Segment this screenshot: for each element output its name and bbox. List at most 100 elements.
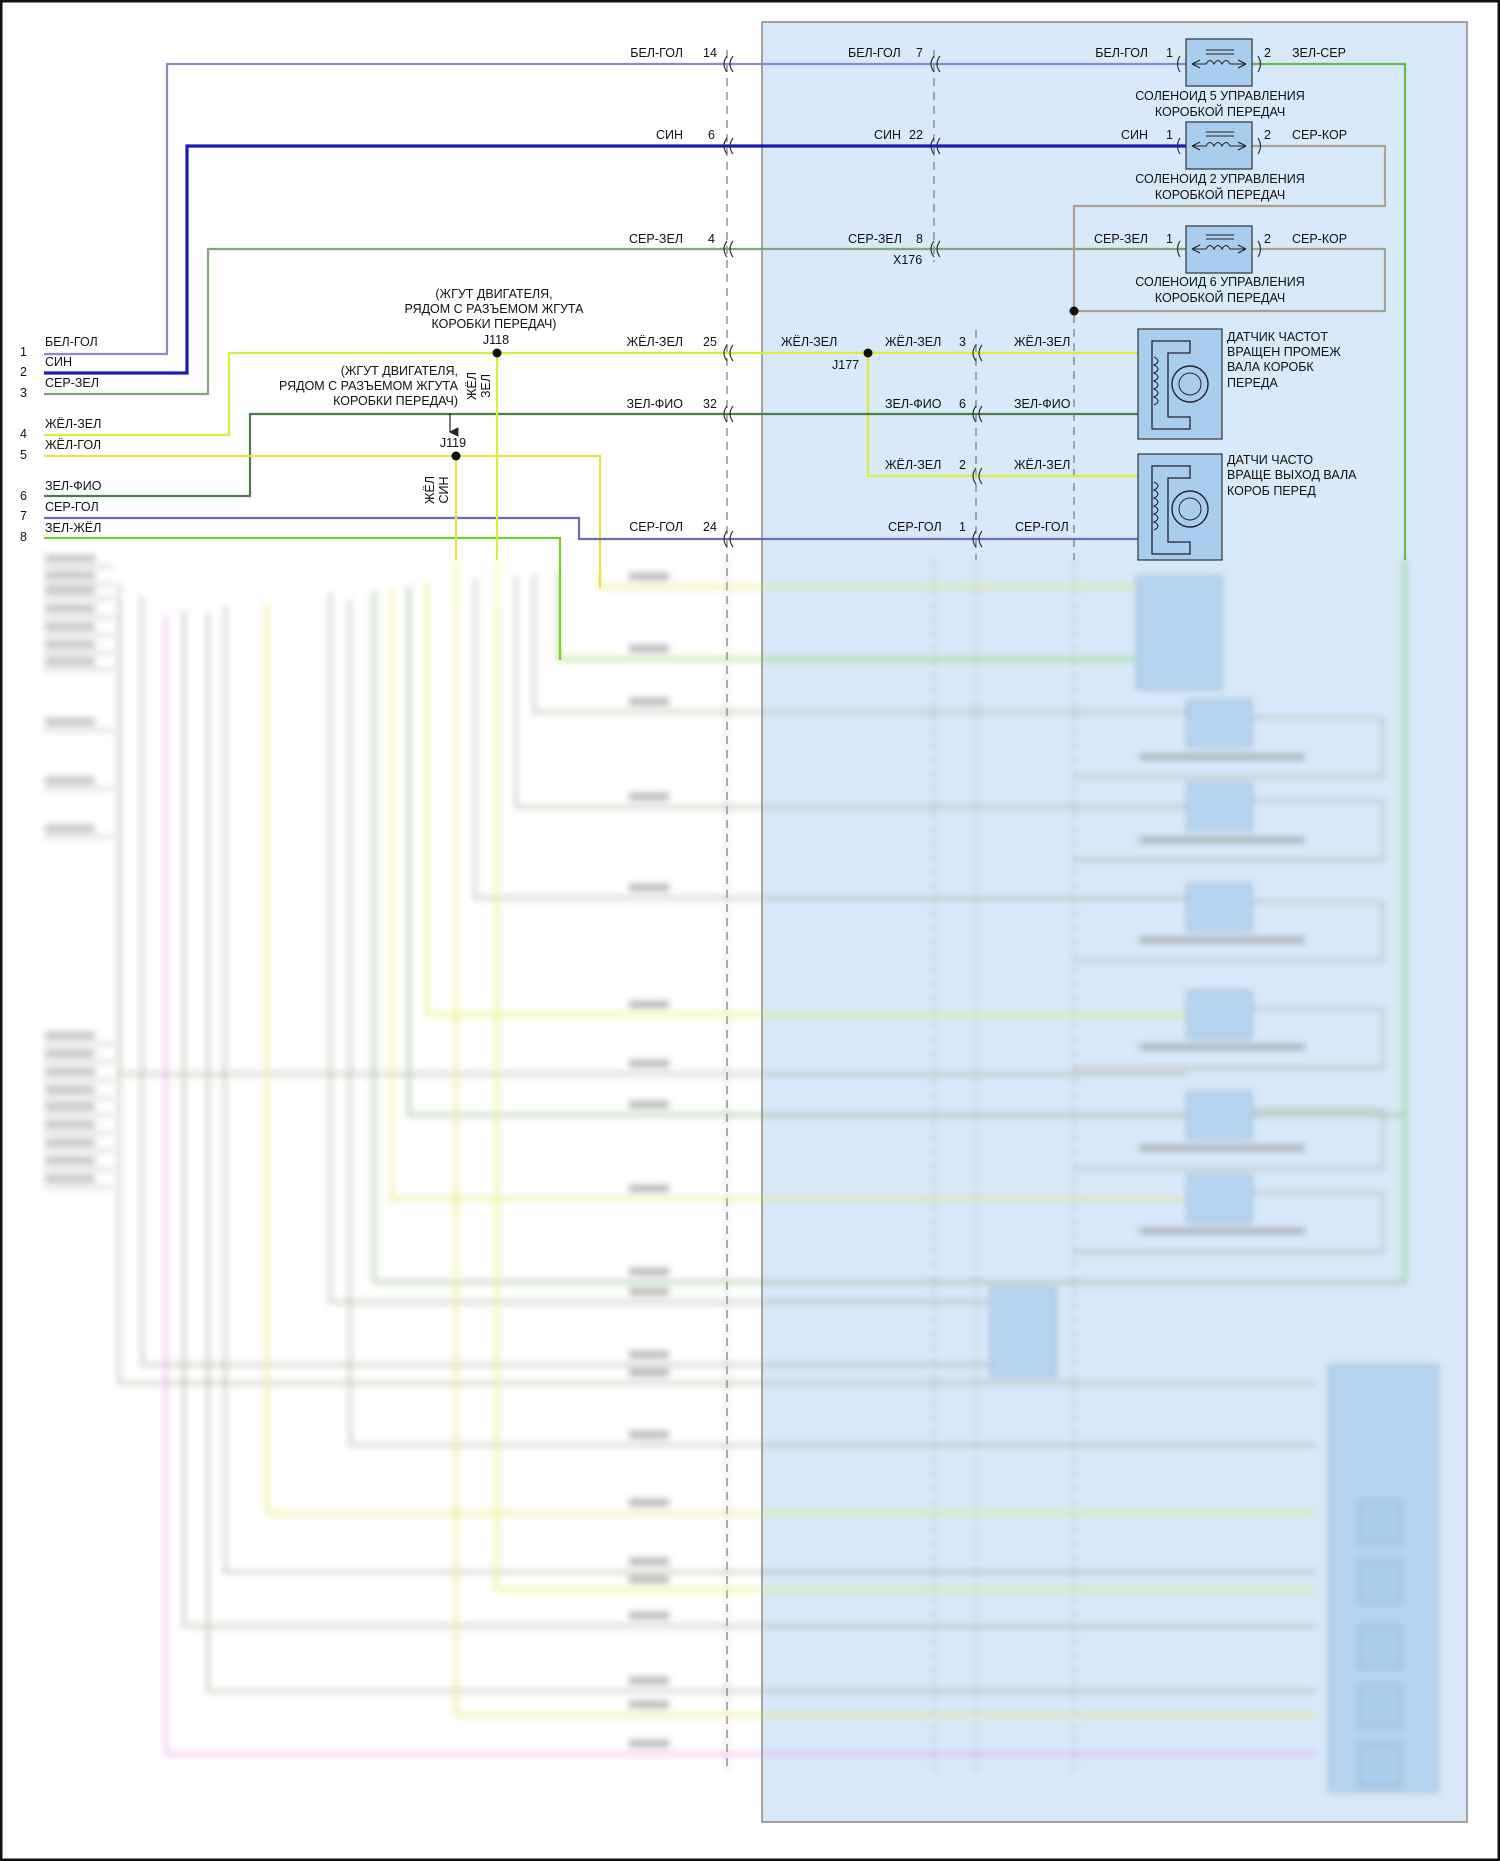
connector-terminal-icon [978,344,983,362]
wire-label-blurred [629,1558,669,1565]
pin-number: 4 [708,232,715,246]
pin-label-blurred [45,1086,95,1093]
pin-number: 1 [1166,46,1173,60]
speed-sensor-component[interactable] [1137,453,1223,561]
speed-sensor-component[interactable] [1137,328,1223,440]
wire-ser-kor-6[interactable] [1074,247,1387,313]
solenoid-box [1186,883,1253,932]
wire-zhel-gol[interactable] [44,454,602,588]
j177-wire-label: ЖЁЛ-ЗЕЛ [781,335,837,349]
rotation-arrow-icon [1178,372,1202,396]
connector-terminal-icon [729,137,734,155]
wire-label: СЕР-ГОЛ [1015,520,1069,534]
pin-number: 1 [1166,128,1173,142]
pin-number: 6 [708,128,715,142]
pin-label-blurred [45,555,95,562]
connector-terminal-icon [723,344,728,362]
solenoid-component[interactable] [1176,225,1262,274]
j119-branch-label: СИН [437,476,451,503]
pin-number: 2 [959,458,966,472]
wire-ser-kor-2[interactable] [1072,144,1387,311]
connector-terminal-icon [723,405,728,423]
wire-zel-ser[interactable] [1252,62,1407,560]
wire-ser-gol[interactable] [44,516,1152,541]
wire-label-blurred [629,1612,669,1619]
pin-label-blurred [45,1032,95,1039]
connector-terminal-icon [936,137,941,155]
pin-number: 22 [909,128,923,142]
pin-number: 6 [959,397,966,411]
splice-j118 [492,348,502,358]
pin-label-blurred [45,718,95,725]
wire-bel-gol[interactable] [44,62,1186,356]
connector-terminal-icon [978,405,983,423]
solenoid-component[interactable] [1176,38,1262,87]
pin-number: 3 [20,386,27,400]
pin-number: 2 [1264,46,1271,60]
pin-label-blurred [45,587,95,594]
module-element [1358,1625,1402,1669]
solenoid-caption: КОРОБКОЙ ПЕРЕДАЧ [1155,290,1285,305]
sensor-coil-icon [1152,356,1159,406]
sensor-caption: ПЕРЕДА [1227,376,1278,390]
wire [425,581,1187,1017]
solenoid-caption-blurred [1139,937,1305,943]
coil-icon [1191,49,1247,69]
j119-label: J119 [440,436,466,450]
wire-label: СИН [656,128,683,142]
connector-terminal-icon [723,55,728,73]
splice-j119 [451,451,461,461]
pin-number: 24 [703,520,717,534]
blurred-lower-diagram [44,555,1439,1793]
pin-number: 2 [20,365,27,379]
pin-wire-label: СИН [45,355,72,369]
wire-ser-zel[interactable] [44,247,1186,396]
sensor-box [1137,328,1223,440]
wire [532,574,1187,714]
pin-number: 4 [20,427,27,441]
wire-zel-zhel[interactable] [44,536,562,660]
pin-label-blurred [45,1068,95,1075]
coil-icon [1191,131,1247,151]
pin-number: 3 [959,335,966,349]
wire-label-blurred [629,793,669,800]
pin-label-blurred [45,1175,95,1182]
wire [265,603,1317,1515]
wire-label: СЕР-КОР [1292,128,1347,142]
module-element [1358,1684,1402,1728]
connector-terminal-icon [729,405,734,423]
wire-label-blurred [629,884,669,891]
wire-zhel-zel[interactable] [44,351,1152,437]
wire-label: ЗЕЛ-ФИО [627,397,684,411]
wire [514,577,1187,809]
pin-label-blurred [45,1121,95,1128]
switch-box [990,1287,1057,1378]
solenoid-caption: СОЛЕНОИД 6 УПРАВЛЕНИЯ [1135,275,1305,289]
wire-label: ЖЁЛ-ЗЕЛ [627,335,683,349]
wire-sin[interactable] [44,144,1186,375]
wire [390,589,1187,1201]
wire-label: ЖЁЛ-ЗЕЛ [885,335,941,349]
sensor-box [1136,575,1223,690]
j177-label: J177 [832,358,859,372]
pin-label-blurred [45,623,95,630]
connector-terminal-icon [972,344,977,362]
solenoid-box [1186,699,1253,748]
pin-number: 5 [20,448,27,462]
solenoid-caption-blurred [1139,837,1305,843]
wire-label-blurred [629,1288,669,1295]
wire-label: ЗЕЛ-ФИО [885,397,942,411]
wire-zhel-zel-branch[interactable] [866,353,1152,478]
gear-icon [1171,365,1209,403]
pin-label-blurred [45,605,95,612]
connector-terminal-icon [930,137,935,155]
connector-terminal-icon [936,240,941,258]
splice-j177 [863,348,873,358]
j118-note: РЯДОМ С РАЗЪЕМОМ ЖГУТА [405,302,585,316]
module-element [1358,1500,1402,1544]
j118-label: J118 [483,333,509,347]
j118-branch-label: ЖЁЛ [465,372,479,400]
solenoid-component[interactable] [1176,121,1262,170]
pin-number: 8 [916,232,923,246]
wire-label: БЕЛ-ГОЛ [630,46,683,60]
